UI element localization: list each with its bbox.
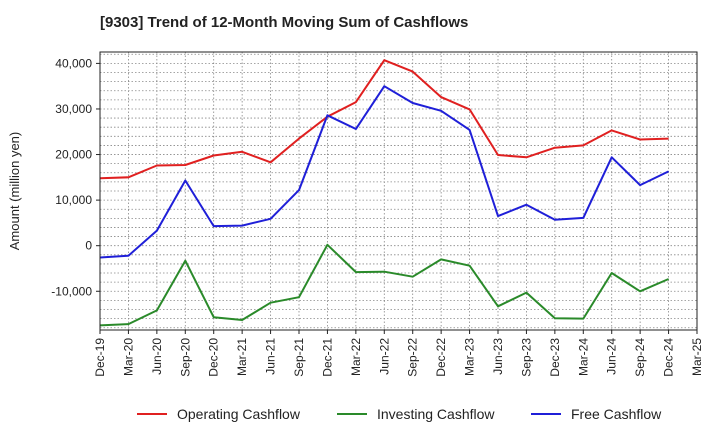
y-axis-label: Amount (million yen) [7, 132, 22, 251]
legend: Operating Cashflow Investing Cashflow Fr… [0, 404, 720, 426]
series-line-investing [99, 243, 669, 327]
legend-swatch-investing [337, 413, 367, 415]
x-tick-label: Sep-20 [178, 338, 192, 377]
y-tick-label: 40,000 [55, 56, 92, 70]
x-tick-label: Sep-22 [406, 338, 420, 377]
y-tick-label: 10,000 [55, 193, 92, 207]
x-tick-label: Mar-22 [349, 338, 363, 376]
x-tick-label: Dec-21 [320, 338, 334, 377]
series-layer [99, 59, 670, 327]
y-tick-label: 30,000 [55, 102, 92, 116]
x-tick-label: Mar-25 [690, 338, 704, 376]
chart-title: [9303] Trend of 12-Month Moving Sum of C… [100, 14, 469, 31]
x-axis-ticks: Dec-19 Mar-20 Jun-20 Sep-20 Dec-20 Mar-21 Jun-… [93, 330, 704, 377]
x-tick-label: Sep-21 [292, 338, 306, 377]
x-tick-label: Mar-21 [235, 338, 249, 376]
x-tick-label: Sep-23 [519, 338, 533, 377]
x-tick-label: Sep-24 [633, 338, 647, 377]
x-tick-label: Dec-20 [207, 338, 221, 377]
x-tick-label: Mar-20 [121, 338, 135, 376]
y-tick-label: 20,000 [55, 148, 92, 162]
x-tick-label: Mar-24 [576, 338, 590, 376]
series-line-operating [99, 59, 669, 180]
legend-swatch-operating [137, 413, 167, 415]
x-tick-label: Jun-22 [377, 338, 391, 375]
y-tick-label: -10,000 [51, 284, 92, 298]
x-tick-label: Mar-23 [463, 338, 477, 376]
legend-item-investing: Investing Cashflow [337, 404, 495, 424]
x-tick-label: Jun-24 [605, 338, 619, 375]
legend-item-free: Free Cashflow [531, 404, 661, 424]
x-tick-label: Dec-23 [548, 338, 562, 377]
legend-item-operating: Operating Cashflow [137, 404, 300, 424]
x-tick-label: Dec-24 [662, 338, 676, 377]
x-tick-label: Jun-21 [264, 338, 278, 375]
grid-lines [100, 52, 697, 330]
x-tick-label: Jun-23 [491, 338, 505, 375]
x-tick-label: Dec-19 [93, 338, 107, 377]
y-tick-label: 0 [85, 239, 92, 253]
legend-swatch-free [531, 413, 561, 415]
plot-frame [99, 51, 698, 331]
legend-label-operating: Operating Cashflow [177, 406, 300, 422]
x-tick-label: Dec-22 [434, 338, 448, 377]
series-line-free [99, 85, 670, 259]
legend-label-investing: Investing Cashflow [377, 406, 495, 422]
y-axis-ticks: -10,000 0 10,000 20,000 30,000 40,000 [51, 56, 100, 298]
legend-label-free: Free Cashflow [571, 406, 662, 422]
x-tick-label: Jun-20 [150, 338, 164, 375]
